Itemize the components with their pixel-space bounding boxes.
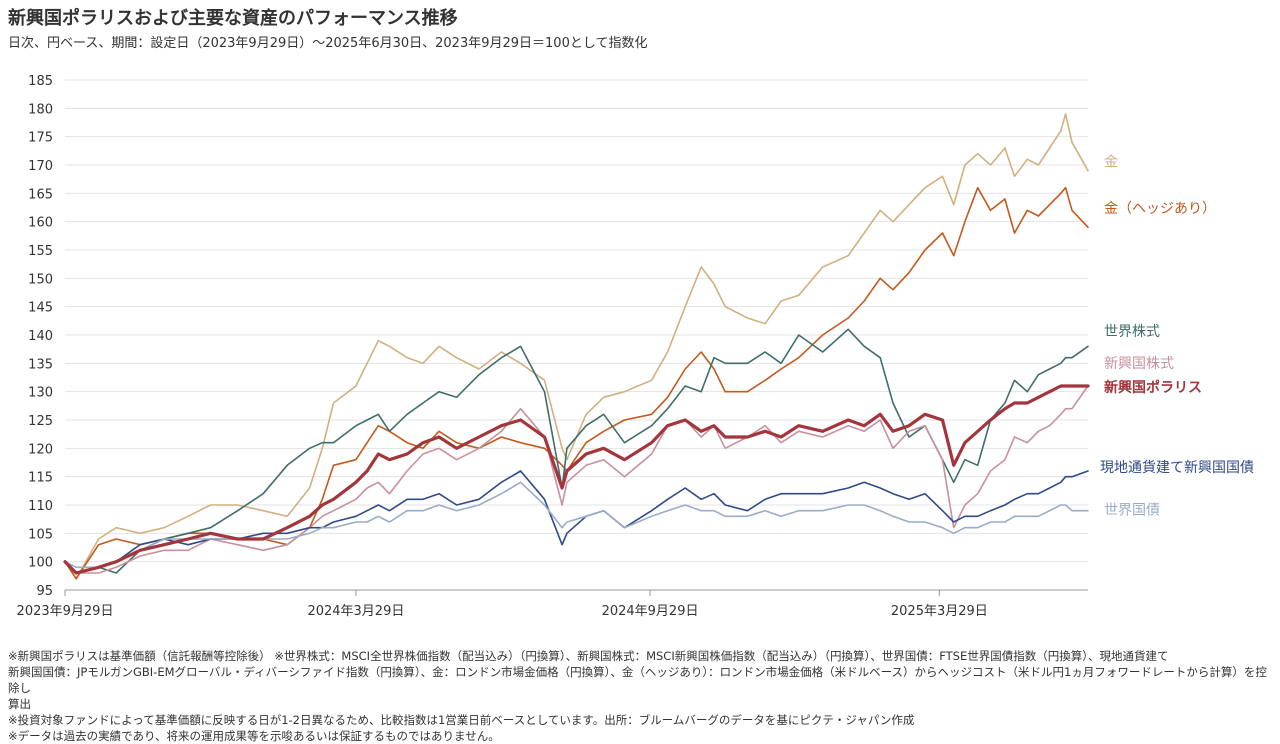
y-tick-label: 180	[28, 102, 53, 117]
y-tick-label: 175	[28, 131, 53, 146]
chart-subtitle: 日次、円ベース、期間：設定日（2023年9月29日）～2025年6月30日、20…	[8, 36, 648, 51]
x-tick-label: 2025年3月29日	[891, 604, 988, 619]
x-tick-label: 2023年9月29日	[17, 604, 114, 619]
series-line-3	[64, 385, 1089, 574]
y-tick-label: 105	[28, 527, 53, 542]
series-label-6: 世界国債	[1104, 503, 1160, 519]
chart-title: 新興国ポラリスおよび主要な資産のパフォーマンス推移	[8, 8, 458, 29]
series-label-3: 新興国株式	[1104, 356, 1174, 372]
series-line-2	[64, 328, 1089, 574]
y-tick-label: 185	[28, 74, 53, 89]
series-line-1	[64, 186, 1089, 580]
y-tick-label: 100	[28, 556, 53, 571]
series-line-0	[64, 113, 1089, 580]
y-tick-label: 135	[28, 357, 53, 372]
y-tick-label: 125	[28, 414, 53, 429]
series-line-4	[63, 384, 1090, 575]
series-label-5: 現地通貨建て新興国国債	[1100, 459, 1254, 476]
performance-line-chart: 95 100 105 110 115 120 125 130 135 140 145 150 155 16…	[17, 74, 1254, 619]
y-tick-label: 115	[28, 471, 53, 486]
footnote-line: 算出	[8, 697, 31, 711]
series-label-2: 世界株式	[1104, 324, 1160, 340]
y-tick-label: 155	[28, 244, 53, 259]
series-line-6	[64, 481, 1089, 569]
x-tick-label: 2024年9月29日	[602, 604, 699, 619]
y-tick-label: 150	[28, 272, 53, 287]
y-tick-label: 160	[28, 216, 53, 231]
series-label-0: 金	[1104, 155, 1118, 171]
footnote-line: ※投資対象ファンドによって基準価額に反映する日が1-2日異なるため、比較指数は1…	[8, 713, 915, 727]
footnotes: ※新興国ポラリスは基準価額（信託報酬等控除後） ※世界株式：MSCI全世界株価指…	[8, 648, 1273, 744]
series-label-1: 金（ヘッジあり）	[1104, 201, 1216, 217]
footnote-line: 新興国国債：JPモルガンGBI-EMグローバル・ディバーシファイド指数（円換算）…	[8, 665, 1267, 695]
y-tick-label: 110	[28, 499, 53, 514]
y-tick-label: 165	[28, 187, 53, 202]
series-label-4: 新興国ポラリス	[1104, 379, 1202, 396]
footnote-line: ※データは過去の実績であり、将来の運用成果等を示唆あるいは保証するものではありま…	[8, 729, 500, 743]
y-tick-label: 140	[28, 329, 53, 344]
y-tick-label: 145	[28, 301, 53, 316]
y-tick-label: 95	[36, 584, 53, 599]
series-line-5	[64, 470, 1089, 574]
y-tick-label: 130	[28, 386, 53, 401]
footnote-line: ※新興国ポラリスは基準価額（信託報酬等控除後） ※世界株式：MSCI全世界株価指…	[8, 649, 1169, 663]
y-tick-label: 120	[28, 442, 53, 457]
y-tick-label: 170	[28, 159, 53, 174]
x-tick-label: 2024年3月29日	[307, 604, 404, 619]
